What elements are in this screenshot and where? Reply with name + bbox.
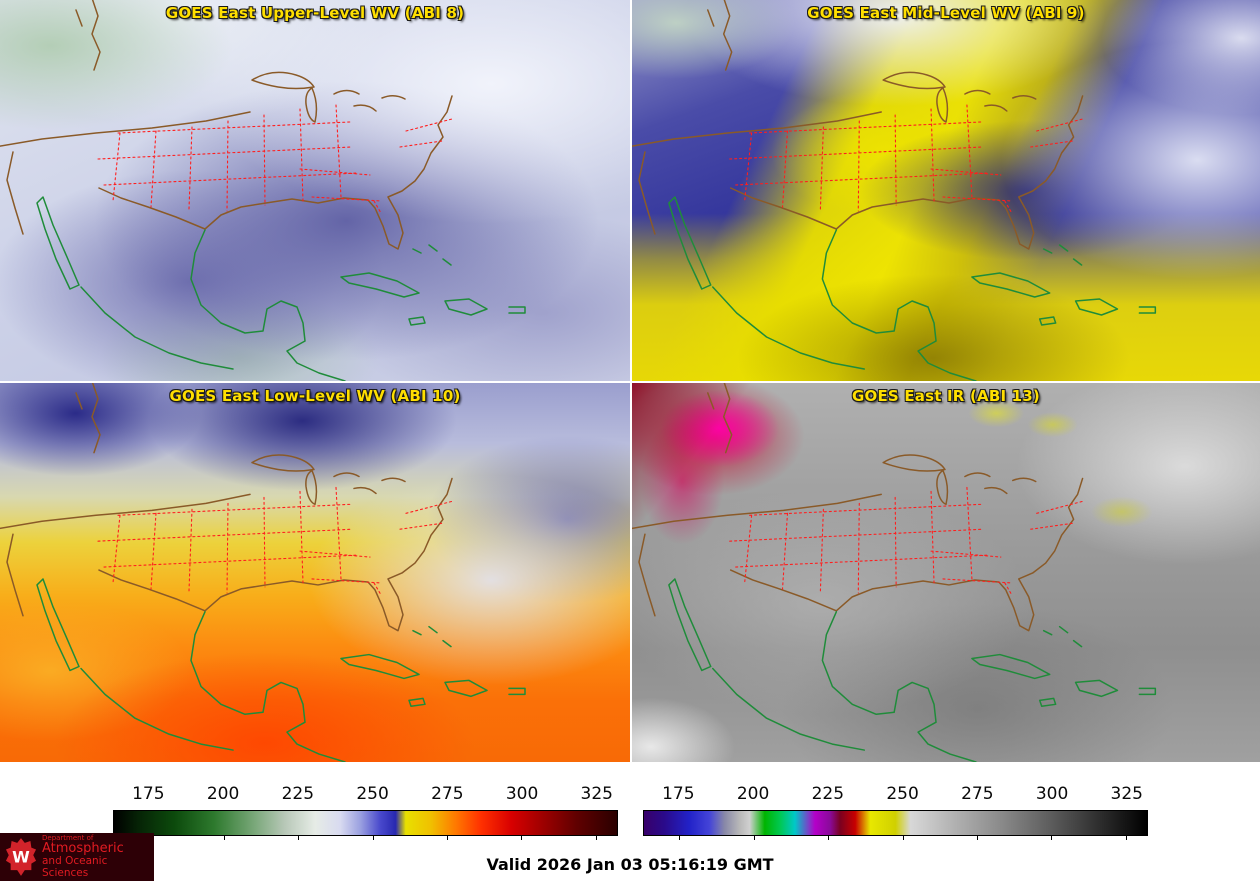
map-overlay — [632, 383, 1157, 762]
colorbar-tick-label: 250 — [356, 784, 389, 804]
uw-crest-icon: W — [5, 838, 37, 876]
logo-text-block: Department of Atmospheric and Oceanic Sc… — [42, 833, 149, 879]
panel-mid-level-wv: GOES East Mid-Level WV (ABI 9) — [630, 0, 1260, 381]
colorbar-tick-label: 225 — [811, 784, 845, 804]
colorbar-tick-mark — [679, 835, 681, 840]
colorbar-tick-label: 250 — [886, 784, 919, 804]
colorbar-tick-mark — [828, 835, 830, 840]
panel-title-abi13: GOES East IR (ABI 13) — [851, 387, 1040, 405]
wv-colorbar: 175 200 225 250 275 300 325 — [113, 782, 618, 840]
colorbar-tick-label: 225 — [281, 784, 315, 804]
colorbar-tick-label: 175 — [132, 784, 165, 804]
colorbar-tick-mark — [976, 835, 978, 840]
map-overlay — [632, 0, 1157, 381]
ir-colorbar-labels: 175 200 225 250 275 300 325 — [643, 782, 1148, 808]
panel-upper-level-wv: GOES East Upper-Level WV (ABI 8) — [0, 0, 630, 381]
colorbar-tick-label: 200 — [206, 784, 240, 804]
footer: 175 200 225 250 275 300 325 175 200 225 250 275 300… — [0, 762, 1260, 881]
panel-low-level-wv: GOES East Low-Level WV (ABI 10) — [0, 381, 630, 762]
colorbar-tick-mark — [753, 835, 755, 840]
colorbar-tick-label: 175 — [662, 784, 695, 804]
colorbar-tick-label: 300 — [1035, 784, 1069, 804]
colorbar-tick-mark — [372, 835, 374, 840]
colorbar-tick-mark — [446, 835, 448, 840]
logo-dept-line: Department of — [42, 833, 94, 842]
map-overlay — [0, 383, 526, 762]
colorbar-tick-label: 300 — [505, 784, 539, 804]
wv-colorbar-bar — [113, 810, 618, 840]
colorbar-tick-mark — [521, 835, 523, 840]
panel-title-abi9: GOES East Mid-Level WV (ABI 9) — [807, 4, 1085, 22]
aos-department-logo: W Department of Atmospheric and Oceanic … — [0, 833, 154, 881]
crest-letter: W — [12, 848, 30, 867]
map-overlay — [0, 0, 526, 381]
panel-title-abi8: GOES East Upper-Level WV (ABI 8) — [165, 4, 465, 22]
ir-colorbar: 175 200 225 250 275 300 325 — [643, 782, 1148, 840]
colorbar-tick-label: 275 — [961, 784, 994, 804]
logo-line1: Atmospheric — [42, 841, 124, 857]
colorbar-tick-mark — [595, 835, 597, 840]
colorbar-tick-mark — [223, 835, 225, 840]
panel-ir: GOES East IR (ABI 13) — [630, 381, 1260, 762]
colorbar-tick-mark — [902, 835, 904, 840]
satellite-panel-grid: GOES East Upper-Level WV (ABI 8) GOES Ea… — [0, 0, 1260, 762]
colorbar-tick-mark — [1051, 835, 1053, 840]
ir-colorbar-bar — [643, 810, 1148, 840]
colorbar-tick-label: 275 — [431, 784, 464, 804]
panel-title-abi10: GOES East Low-Level WV (ABI 10) — [169, 387, 461, 405]
valid-time-label: Valid 2026 Jan 03 05:16:19 GMT — [486, 855, 774, 874]
colorbar-tick-mark — [1125, 835, 1127, 840]
crest-shape — [5, 838, 37, 876]
colorbar-tick-label: 325 — [1110, 784, 1144, 804]
colorbar-tick-label: 325 — [580, 784, 614, 804]
colorbar-tick-mark — [298, 835, 300, 840]
colorbar-tick-label: 200 — [736, 784, 770, 804]
wv-colorbar-labels: 175 200 225 250 275 300 325 — [113, 782, 618, 808]
logo-line2: and Oceanic Sciences — [42, 855, 108, 879]
